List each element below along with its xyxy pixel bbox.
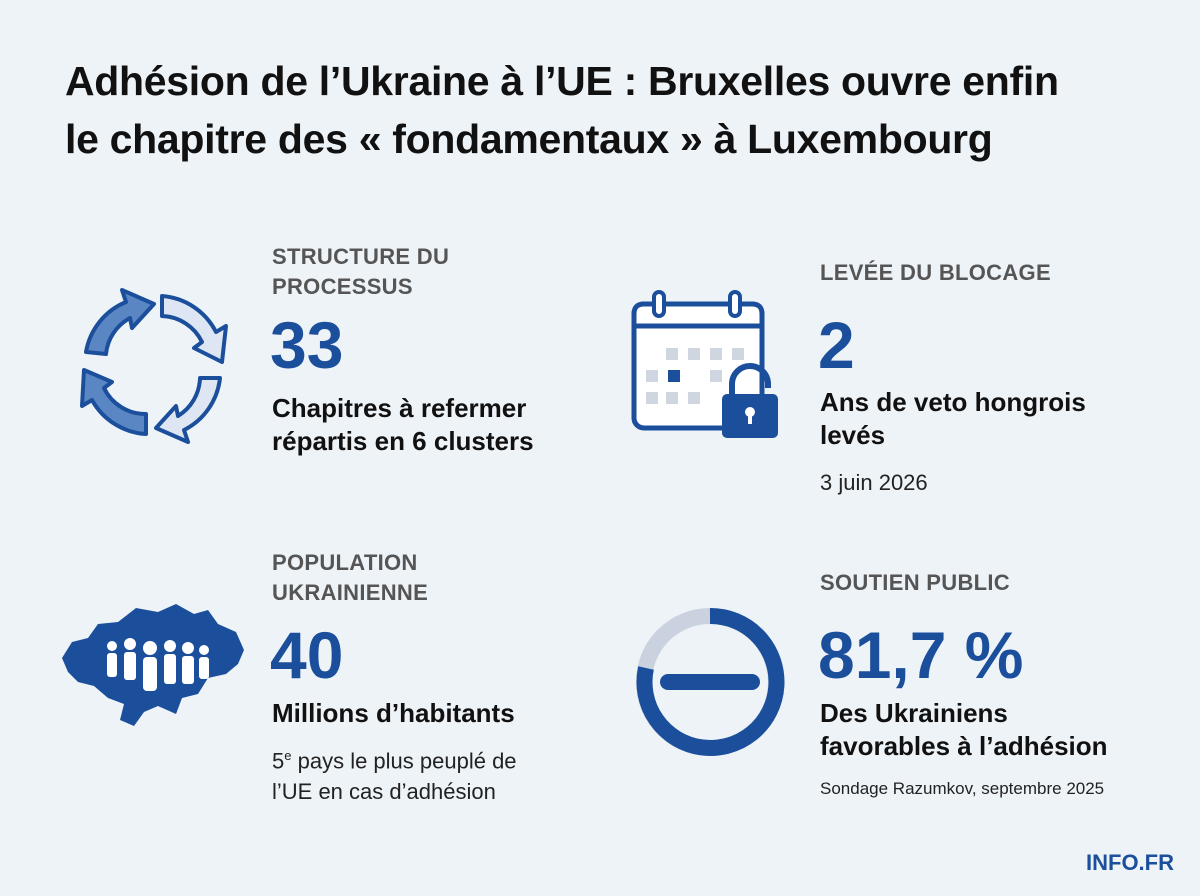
note-text: pays le plus peuplé de (297, 748, 517, 774)
label-line: LEVÉE DU BLOCAGE (820, 260, 1051, 285)
stat-source: Sondage Razumkov, septembre 2025 (820, 779, 1105, 798)
stat-label: POPULATION UKRAINIENNE (272, 548, 428, 608)
note-line: 5e pays le plus peuplé de (272, 740, 517, 776)
stat-value: 40 (270, 618, 344, 692)
stat-value: 81,7 % (818, 618, 1024, 692)
map-icon (62, 604, 244, 726)
stat-label: LEVÉE DU BLOCAGE (820, 258, 1051, 288)
stat-label: STRUCTURE DU PROCESSUS (272, 242, 449, 302)
label-line: UKRAINIENNE (272, 580, 429, 605)
title-line: le chapitre des « fondamentaux » à Luxem… (65, 116, 993, 162)
stat-description: Ans de veto hongrois levés (820, 386, 1086, 452)
cycle-icon (80, 288, 228, 444)
stat-description: Millions d’habitants (272, 697, 515, 730)
stat-note: 3 juin 2026 (820, 470, 928, 495)
label-line: SOUTIEN PUBLIC (820, 570, 1010, 595)
note-number: 5 (272, 748, 285, 774)
label-line: PROCESSUS (272, 274, 413, 299)
label-line: STRUCTURE DU (272, 244, 450, 269)
label-line: POPULATION (272, 550, 418, 575)
desc-line: Des Ukrainiens (820, 698, 1008, 728)
stat-label: SOUTIEN PUBLIC (820, 568, 1010, 598)
desc-line: Chapitres à refermer (272, 393, 527, 423)
title: Adhésion de l’Ukraine à l’UE : Bruxelles… (65, 52, 1059, 168)
stat-note: 5e pays le plus peuplé de l’UE en cas d’… (272, 740, 517, 807)
calendar-icon (631, 290, 778, 438)
desc-line: levés (820, 420, 886, 450)
desc-line: répartis en 6 clusters (272, 426, 534, 456)
note-suffix: e (284, 748, 292, 763)
stat-description: Des Ukrainiens favorables à l’adhésion (820, 697, 1108, 763)
ring-icon (636, 607, 785, 756)
brand: INFO.FR (1086, 850, 1174, 875)
desc-line: Millions d’habitants (272, 698, 515, 728)
stat-value: 33 (270, 308, 344, 382)
title-line: Adhésion de l’Ukraine à l’UE : Bruxelles… (65, 58, 1059, 104)
stat-description: Chapitres à refermer répartis en 6 clust… (272, 392, 534, 458)
stat-value: 2 (818, 308, 855, 382)
desc-line: favorables à l’adhésion (820, 731, 1108, 761)
desc-line: Ans de veto hongrois (820, 387, 1086, 417)
note-line: l’UE en cas d’adhésion (272, 779, 496, 805)
